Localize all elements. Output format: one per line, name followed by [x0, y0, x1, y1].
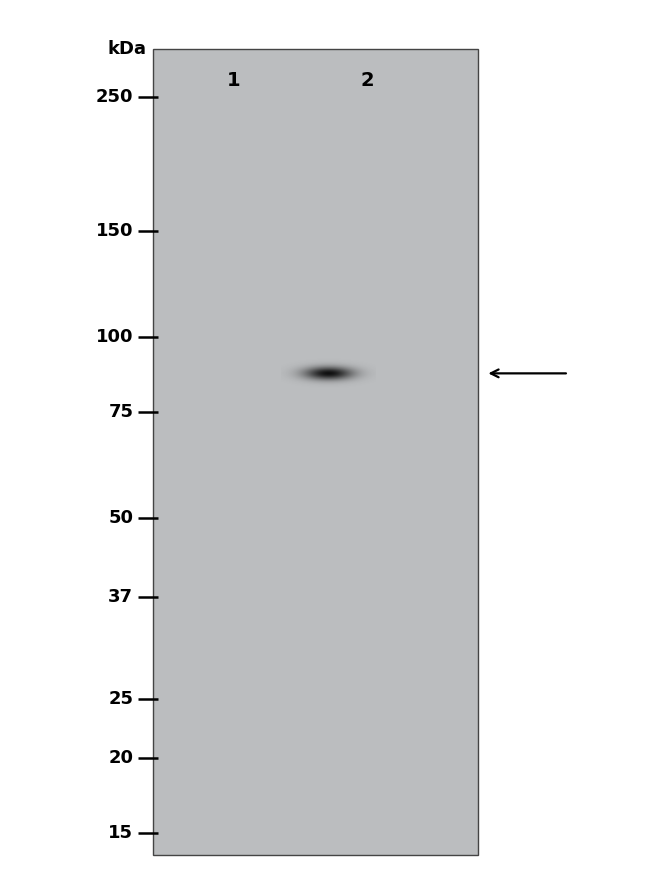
Text: kDa: kDa [107, 40, 146, 58]
Text: 15: 15 [109, 824, 133, 842]
Text: 100: 100 [96, 328, 133, 346]
Text: 250: 250 [96, 89, 133, 106]
Text: 2: 2 [361, 71, 374, 89]
Text: 25: 25 [109, 690, 133, 708]
Bar [153, 49, 478, 855]
Text: 37: 37 [109, 587, 133, 606]
Text: 150: 150 [96, 222, 133, 240]
Text: 75: 75 [109, 403, 133, 421]
Text: 1: 1 [227, 71, 240, 89]
Text: 50: 50 [109, 509, 133, 527]
Text: 20: 20 [109, 749, 133, 766]
